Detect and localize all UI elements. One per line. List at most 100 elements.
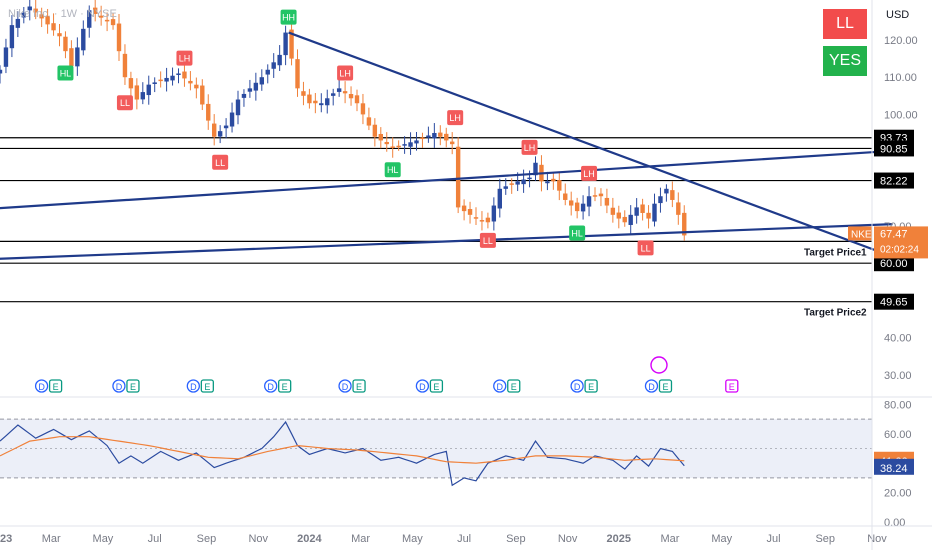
candle — [676, 202, 681, 215]
candle — [634, 207, 639, 216]
time-tick: Nov — [867, 533, 887, 545]
candle — [247, 88, 253, 92]
candle — [140, 92, 145, 100]
event-letter: E — [729, 382, 735, 392]
candle — [396, 145, 401, 148]
level-tag: 49.65 — [874, 293, 914, 310]
event-letter: E — [282, 382, 288, 392]
candle — [646, 212, 651, 219]
candle — [170, 75, 175, 81]
signal-ll-badge[interactable]: LL — [823, 9, 867, 39]
candle — [110, 19, 116, 26]
price-tick: 110.00 — [884, 72, 917, 84]
candle — [432, 133, 437, 139]
signal-yes-badge[interactable]: YES — [823, 46, 867, 76]
level-annotation: Target Price2 — [804, 308, 867, 319]
swing-label-lh: LH — [581, 165, 598, 181]
level-tag: 60.00 — [874, 255, 914, 272]
event-letter: D — [38, 382, 45, 392]
event-letter: D — [116, 382, 123, 392]
candle — [414, 140, 419, 144]
trendline — [0, 223, 893, 260]
candle — [223, 125, 229, 129]
candle — [158, 79, 163, 82]
price-tick: 40.00 — [884, 333, 912, 345]
candle — [336, 88, 342, 92]
candle — [521, 179, 526, 185]
level-tag: 90.85 — [874, 140, 914, 157]
candle — [229, 112, 235, 127]
time-tick: Nov — [558, 533, 578, 545]
candle — [461, 205, 467, 212]
candle — [551, 178, 556, 182]
event-letter: D — [497, 382, 504, 392]
swing-label-text: HL — [60, 68, 72, 78]
candle — [616, 212, 621, 219]
candle — [21, 12, 26, 18]
candle — [200, 85, 205, 105]
candle — [652, 203, 657, 222]
candle — [164, 77, 169, 82]
event-letter: E — [53, 382, 59, 392]
candle — [0, 69, 3, 74]
price-tick: 100.00 — [884, 109, 918, 121]
swing-label-text: LL — [215, 158, 225, 168]
candle — [580, 203, 586, 212]
time-tick: Sep — [506, 533, 526, 545]
candle — [283, 32, 288, 56]
swing-label-text: HH — [282, 13, 295, 23]
event-letter: D — [574, 382, 581, 392]
candle — [104, 19, 110, 22]
rsi-tick: 80.00 — [884, 399, 912, 411]
time-tick: Jul — [766, 533, 780, 545]
time-tick: Sep — [197, 533, 217, 545]
rsi-tick: 0.00 — [884, 517, 905, 529]
candle — [408, 142, 413, 147]
candle — [313, 100, 318, 104]
rsi-last-tag — [874, 458, 914, 475]
candle — [366, 117, 372, 126]
candle — [390, 146, 395, 148]
swing-label-ll: LL — [116, 95, 133, 111]
time-tick: Nov — [248, 533, 268, 545]
candle — [444, 133, 449, 141]
candle — [420, 137, 425, 140]
currency-label: USD — [886, 9, 910, 21]
event-letter: E — [130, 382, 136, 392]
candle — [39, 14, 44, 19]
candle — [485, 217, 491, 223]
level-tag: 82.22 — [874, 172, 914, 189]
candle — [87, 10, 92, 28]
swing-label-text: HL — [571, 228, 583, 238]
event-letter: E — [588, 382, 594, 392]
rsi-ma-line — [0, 436, 685, 464]
swing-label-text: LH — [339, 68, 351, 78]
rsi-tick: 20.00 — [884, 488, 912, 500]
candle — [146, 84, 151, 96]
swing-label-text: LL — [120, 98, 130, 108]
last-price-value: 67.47 — [880, 228, 908, 240]
time-tick: Mar — [42, 533, 61, 545]
candle — [241, 93, 247, 98]
candle — [527, 177, 532, 180]
last-price-countdown: 02:02:24 — [880, 244, 919, 255]
candle — [569, 200, 574, 206]
swing-label-text: LL — [483, 236, 493, 246]
candle — [455, 146, 461, 208]
candle — [372, 124, 378, 137]
candle — [610, 207, 616, 215]
candle — [348, 94, 354, 99]
candle — [122, 53, 128, 78]
candle — [194, 84, 199, 89]
candle — [206, 103, 211, 121]
candle — [152, 82, 157, 84]
candle — [450, 141, 455, 145]
swing-label-text: LL — [641, 243, 651, 253]
candle — [598, 193, 604, 197]
rsi-tick: 60.00 — [884, 429, 912, 441]
